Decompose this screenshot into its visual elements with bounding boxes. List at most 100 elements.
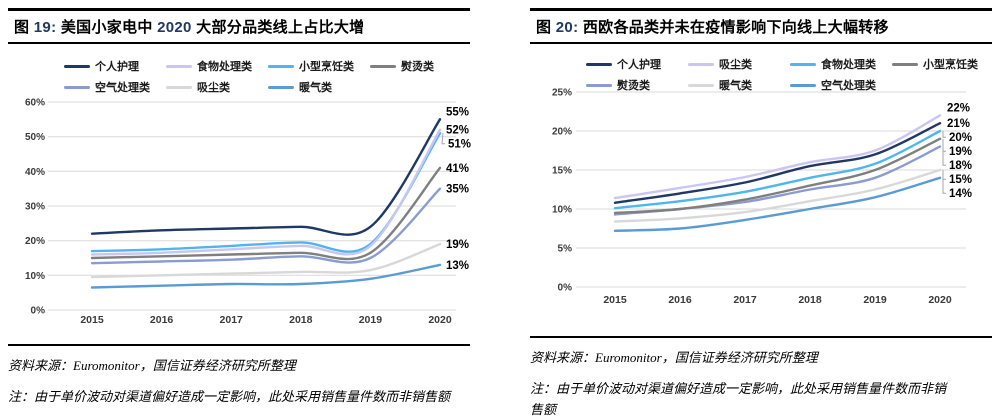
figure-20-line-chart: 0% 5% 10% 15% 20% 25% 2015 2016 2017 2018 2019 2020…	[552, 88, 972, 307]
legend-label: 个人护理	[95, 61, 139, 73]
title-segment: 图	[14, 19, 34, 36]
legend-line-swatch	[586, 83, 612, 87]
legend-label: 熨烫类	[401, 61, 434, 73]
legend-label: 小型烹饪类	[923, 59, 978, 71]
series-end-label: 15%	[949, 174, 972, 186]
series-end-label: 21%	[947, 118, 970, 130]
legend-line-swatch	[688, 62, 714, 66]
series-line-暖气类	[90, 263, 442, 289]
series-line-熨烫类	[90, 166, 442, 261]
y-axis-tick-label: 10%	[25, 271, 45, 282]
legend-label: 吸尘类	[719, 59, 752, 71]
figure-19-legend: 个人护理 食物处理类 小型烹饪类 熨烫类 空气处理类 吸尘类 暖气类	[64, 58, 472, 95]
legend-row: 个人护理 吸尘类 食物处理类 小型烹饪类	[586, 56, 994, 72]
legend-item: 暖气类	[688, 77, 790, 93]
figure-20-title: 图 20: 西欧各品类并未在疫情影响下向线上大幅转移	[530, 8, 992, 44]
legend-line-swatch	[586, 62, 612, 66]
legend-row: 空气处理类 吸尘类 暖气类	[64, 79, 472, 95]
legend-label: 空气处理类	[821, 80, 876, 92]
legend-line-swatch	[688, 83, 714, 87]
x-axis-tick-label: 2016	[150, 314, 174, 326]
series-line-个人护理	[90, 118, 442, 236]
legend-item: 吸尘类	[166, 79, 268, 95]
title-number: 19:	[33, 19, 57, 36]
figure-title-text: 图 20: 西欧各品类并未在疫情影响下向线上大幅转移	[536, 19, 889, 36]
figure-title-text: 图 19: 美国小家电中 2020 大部分品类线上占比大增	[14, 19, 364, 36]
legend-line-swatch	[166, 64, 192, 68]
legend-item: 小型烹饪类	[268, 58, 370, 74]
title-segment: 图	[536, 19, 556, 36]
legend-line-swatch	[166, 85, 192, 89]
x-axis-tick-label: 2015	[603, 294, 627, 306]
legend-label: 小型烹饪类	[299, 61, 354, 73]
y-axis-tick-label: 0%	[558, 283, 573, 294]
legend-item: 食物处理类	[166, 58, 268, 74]
series-end-label: 13%	[446, 260, 469, 272]
legend-label: 熨烫类	[617, 80, 650, 92]
legend-item: 熨烫类	[586, 77, 688, 93]
series-line-空气处理类	[613, 176, 942, 232]
legend-line-swatch	[64, 64, 90, 68]
legend-label: 食物处理类	[821, 59, 876, 71]
series-end-label: 52%	[446, 125, 469, 137]
series-end-label: 41%	[446, 163, 469, 175]
figure-19-source: 资料来源：Euromonitor，国信证券经济研究所整理	[8, 358, 296, 373]
title-segment: 西欧各品类并未在疫情影响下向线上大幅转移	[578, 19, 889, 36]
series-line-食物处理类	[90, 128, 442, 256]
series-line-食物处理类	[613, 129, 942, 210]
series-end-label: 18%	[949, 160, 972, 172]
figure-19-panel: 图 19: 美国小家电中 2020 大部分品类线上占比大增 个人护理 食物处理类 小…	[8, 8, 472, 412]
label-leader-line	[942, 177, 946, 194]
series-end-label: 22%	[947, 102, 970, 114]
label-leader-line	[441, 133, 445, 145]
y-axis-tick-label: 10%	[552, 205, 572, 216]
legend-line-swatch	[64, 85, 90, 89]
x-axis-tick-label: 2017	[733, 294, 757, 306]
label-leader-line	[942, 131, 946, 138]
x-axis-tick-label: 2019	[359, 314, 383, 326]
figure-19-note: 注：由于单价波动对渠道偏好造成一定影响，此处采用销售量件数而非销售额	[8, 389, 451, 404]
series-line-吸尘类	[613, 114, 942, 200]
y-axis-tick-label: 30%	[25, 202, 45, 213]
y-axis-tick-label: 5%	[558, 244, 573, 255]
figure-20-legend: 个人护理 吸尘类 食物处理类 小型烹饪类熨烫类 暖气类 空气处理类	[586, 56, 994, 93]
x-axis-tick-label: 2016	[668, 294, 692, 306]
figure-19-title: 图 19: 美国小家电中 2020 大部分品类线上占比大增	[8, 8, 470, 44]
y-axis-tick-label: 60%	[25, 98, 45, 109]
legend-row: 熨烫类 暖气类 空气处理类	[586, 77, 994, 93]
title-segment: 大部分品类线上占比大增	[191, 19, 365, 36]
title-number: 20:	[555, 19, 579, 36]
legend-item: 个人护理	[586, 56, 688, 72]
figure-20-note: 注：由于单价波动对渠道偏好造成一定影响，此处采用销售量件数而非销售额	[530, 381, 947, 417]
series-line-个人护理	[613, 122, 942, 204]
title-segment: 美国小家电中	[56, 19, 158, 36]
figure-20-source: 资料来源：Euromonitor，国信证券经济研究所整理	[530, 350, 818, 365]
legend-label: 暖气类	[719, 80, 752, 92]
y-axis-tick-label: 20%	[552, 127, 572, 138]
x-axis-tick-label: 2020	[428, 314, 452, 326]
legend-item: 空气处理类	[790, 77, 892, 93]
series-line-小型烹饪类	[613, 137, 942, 215]
y-axis-tick-label: 40%	[25, 167, 45, 178]
legend-line-swatch	[268, 64, 294, 68]
legend-item: 熨烫类	[370, 58, 472, 74]
series-end-label: 14%	[949, 188, 972, 200]
x-axis-tick-label: 2019	[863, 294, 887, 306]
figure-20-footer: 资料来源：Euromonitor，国信证券经济研究所整理 注：由于单价波动对渠道…	[530, 336, 992, 420]
series-end-label: 19%	[446, 239, 469, 251]
x-axis-tick-label: 2020	[928, 294, 952, 306]
series-line-吸尘类	[90, 242, 442, 279]
series-line-空气处理类	[90, 187, 442, 265]
legend-item: 吸尘类	[688, 56, 790, 72]
y-axis-tick-label: 50%	[25, 132, 45, 143]
y-axis-tick-label: 20%	[25, 236, 45, 247]
y-axis-tick-label: 15%	[552, 166, 572, 177]
figure-20-panel: 图 20: 西欧各品类并未在疫情影响下向线上大幅转移 个人护理 吸尘类 食物处理类 小…	[530, 8, 994, 417]
legend-label: 个人护理	[617, 59, 661, 71]
legend-label: 吸尘类	[197, 82, 230, 94]
legend-item: 食物处理类	[790, 56, 892, 72]
legend-item: 空气处理类	[64, 79, 166, 95]
label-leader-line	[942, 146, 946, 166]
legend-item: 个人护理	[64, 58, 166, 74]
